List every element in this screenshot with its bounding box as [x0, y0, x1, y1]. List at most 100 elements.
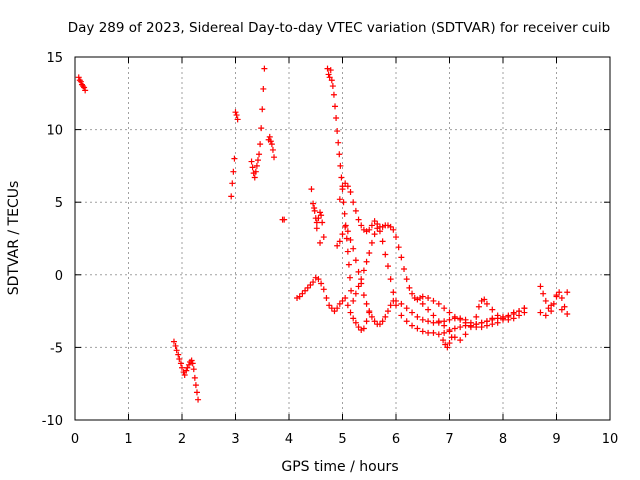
- data-point: [181, 371, 188, 378]
- data-point: [346, 274, 353, 281]
- data-point: [440, 337, 447, 344]
- data-point: [556, 289, 563, 296]
- y-tick-label: 5: [55, 196, 63, 211]
- data-point: [268, 141, 275, 148]
- data-point: [409, 290, 416, 297]
- data-point: [368, 239, 375, 246]
- data-point: [558, 306, 565, 313]
- data-point: [336, 151, 343, 158]
- data-point: [336, 300, 343, 307]
- data-point: [379, 318, 386, 325]
- data-point: [339, 297, 346, 304]
- data-point: [231, 155, 238, 162]
- data-point: [337, 162, 344, 169]
- data-point: [296, 293, 303, 300]
- data-point: [332, 103, 339, 110]
- data-point: [419, 328, 426, 335]
- data-point: [330, 91, 337, 98]
- data-point: [419, 300, 426, 307]
- data-point: [310, 200, 317, 207]
- data-point: [320, 286, 327, 293]
- data-point: [473, 324, 480, 331]
- data-point: [441, 329, 448, 336]
- data-point: [190, 366, 197, 373]
- data-point: [229, 180, 236, 187]
- data-point: [347, 189, 354, 196]
- data-point: [366, 226, 373, 233]
- data-point: [339, 231, 346, 238]
- data-point: [379, 238, 386, 245]
- data-point: [553, 292, 560, 299]
- data-point: [409, 322, 416, 329]
- series-dip-6.9h: [440, 334, 455, 351]
- data-point: [390, 226, 397, 233]
- series-dip-2h: [170, 338, 202, 403]
- data-point: [176, 356, 183, 363]
- axis-ticks: [74, 56, 611, 421]
- data-point: [393, 234, 399, 241]
- data-point: [350, 297, 357, 304]
- x-axis-label: GPS time / hours: [281, 459, 398, 475]
- data-point: [430, 297, 437, 304]
- data-point: [81, 84, 88, 91]
- data-point: [347, 236, 354, 243]
- data-point: [403, 305, 410, 312]
- data-point: [340, 199, 347, 206]
- data-point: [398, 312, 405, 319]
- x-tick-label: 3: [231, 432, 239, 447]
- data-point: [540, 290, 547, 297]
- data-point: [333, 114, 340, 121]
- data-point: [398, 254, 405, 261]
- data-point: [414, 313, 421, 320]
- data-point: [355, 283, 362, 290]
- data-point: [425, 329, 432, 336]
- data-point: [261, 65, 268, 72]
- data-point: [75, 74, 82, 81]
- data-point: [344, 228, 351, 235]
- data-point: [335, 139, 342, 146]
- data-point: [336, 238, 343, 245]
- series-track-4.2h: [294, 274, 373, 333]
- data-point: [318, 280, 325, 287]
- data-point: [173, 347, 180, 354]
- data-point: [311, 205, 318, 212]
- y-tick-label: 15: [46, 51, 63, 66]
- data-point: [334, 128, 341, 135]
- data-point: [382, 313, 389, 320]
- data-point: [344, 302, 351, 309]
- y-axis-label: SDTVAR / TECUs: [6, 181, 22, 296]
- data-point: [537, 309, 544, 316]
- data-point: [350, 199, 357, 206]
- data-point: [251, 174, 258, 181]
- data-point: [355, 324, 362, 331]
- chart-title: Day 289 of 2023, Sidereal Day-to-day VTE…: [68, 20, 610, 36]
- data-point: [320, 234, 327, 241]
- data-point: [451, 313, 458, 320]
- data-point: [318, 212, 325, 219]
- data-point: [82, 87, 89, 94]
- data-point: [435, 331, 442, 338]
- data-point: [384, 308, 391, 315]
- data-point: [444, 344, 451, 351]
- data-point: [315, 215, 322, 222]
- data-point: [387, 302, 394, 309]
- x-tick-label: 4: [285, 432, 293, 447]
- data-point: [481, 296, 488, 303]
- data-point: [253, 162, 260, 169]
- data-point: [430, 319, 437, 326]
- data-point: [230, 168, 237, 175]
- data-point: [281, 216, 288, 223]
- data-point: [430, 329, 437, 336]
- data-point: [363, 258, 370, 265]
- data-point: [548, 302, 555, 309]
- data-point: [366, 250, 373, 257]
- data-point: [323, 295, 330, 302]
- series-spike-4.8h: [324, 65, 355, 294]
- data-point: [271, 154, 278, 161]
- data-point: [234, 116, 241, 123]
- data-point: [324, 65, 331, 72]
- series-track-A: [336, 180, 528, 338]
- data-point: [403, 318, 410, 325]
- data-point: [233, 112, 240, 119]
- data-point: [345, 261, 352, 268]
